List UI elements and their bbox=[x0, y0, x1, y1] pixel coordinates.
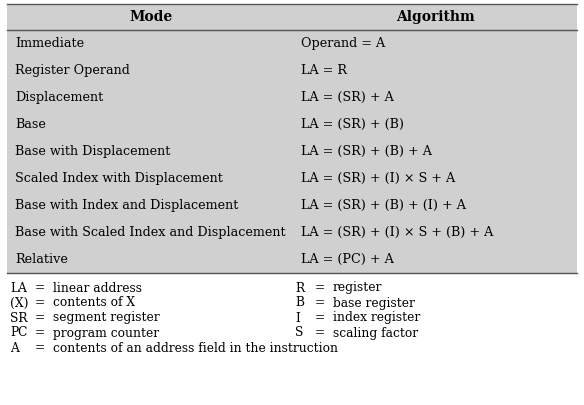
Text: Algorithm: Algorithm bbox=[397, 10, 475, 24]
Text: scaling factor: scaling factor bbox=[333, 326, 418, 339]
Text: I: I bbox=[295, 311, 300, 324]
Text: =: = bbox=[315, 296, 325, 309]
Text: Operand = A: Operand = A bbox=[301, 37, 385, 50]
Text: Relative: Relative bbox=[15, 253, 68, 266]
Text: =: = bbox=[35, 311, 45, 324]
Text: Displacement: Displacement bbox=[15, 91, 103, 104]
Text: base register: base register bbox=[333, 296, 415, 309]
Text: LA = (SR) + (B): LA = (SR) + (B) bbox=[301, 118, 404, 131]
Text: PC: PC bbox=[10, 326, 27, 339]
Text: =: = bbox=[35, 281, 45, 294]
Text: segment register: segment register bbox=[53, 311, 159, 324]
Text: =: = bbox=[35, 326, 45, 339]
Text: index register: index register bbox=[333, 311, 420, 324]
Text: Mode: Mode bbox=[129, 10, 172, 24]
Text: A: A bbox=[10, 341, 19, 354]
Text: (X): (X) bbox=[10, 296, 29, 309]
Text: S: S bbox=[295, 326, 303, 339]
Text: LA = (SR) + (I) × S + A: LA = (SR) + (I) × S + A bbox=[301, 172, 455, 185]
Text: B: B bbox=[295, 296, 304, 309]
Text: Base: Base bbox=[15, 118, 46, 131]
Text: =: = bbox=[315, 311, 325, 324]
Text: LA = (SR) + (I) × S + (B) + A: LA = (SR) + (I) × S + (B) + A bbox=[301, 226, 493, 239]
Text: Base with Displacement: Base with Displacement bbox=[15, 145, 171, 158]
Text: contents of an address field in the instruction: contents of an address field in the inst… bbox=[53, 341, 338, 354]
Text: =: = bbox=[35, 296, 45, 309]
Text: LA = (SR) + A: LA = (SR) + A bbox=[301, 91, 394, 104]
Text: LA: LA bbox=[10, 281, 27, 294]
Text: Immediate: Immediate bbox=[15, 37, 84, 50]
Text: program counter: program counter bbox=[53, 326, 159, 339]
Text: linear address: linear address bbox=[53, 281, 142, 294]
Text: Scaled Index with Displacement: Scaled Index with Displacement bbox=[15, 172, 223, 185]
Text: Register Operand: Register Operand bbox=[15, 64, 130, 77]
Text: contents of X: contents of X bbox=[53, 296, 135, 309]
Text: LA = R: LA = R bbox=[301, 64, 347, 77]
Text: SR: SR bbox=[10, 311, 27, 324]
Text: register: register bbox=[333, 281, 383, 294]
Text: LA = (SR) + (B) + A: LA = (SR) + (B) + A bbox=[301, 145, 432, 158]
Text: =: = bbox=[315, 281, 325, 294]
Text: Base with Index and Displacement: Base with Index and Displacement bbox=[15, 199, 238, 212]
Text: R: R bbox=[295, 281, 304, 294]
Text: LA = (SR) + (B) + (I) + A: LA = (SR) + (B) + (I) + A bbox=[301, 199, 466, 212]
Text: LA = (PC) + A: LA = (PC) + A bbox=[301, 253, 394, 266]
Text: =: = bbox=[315, 326, 325, 339]
Text: =: = bbox=[35, 341, 45, 354]
Bar bbox=[7, 4, 577, 273]
Bar bbox=[7, 278, 577, 403]
Text: Base with Scaled Index and Displacement: Base with Scaled Index and Displacement bbox=[15, 226, 286, 239]
